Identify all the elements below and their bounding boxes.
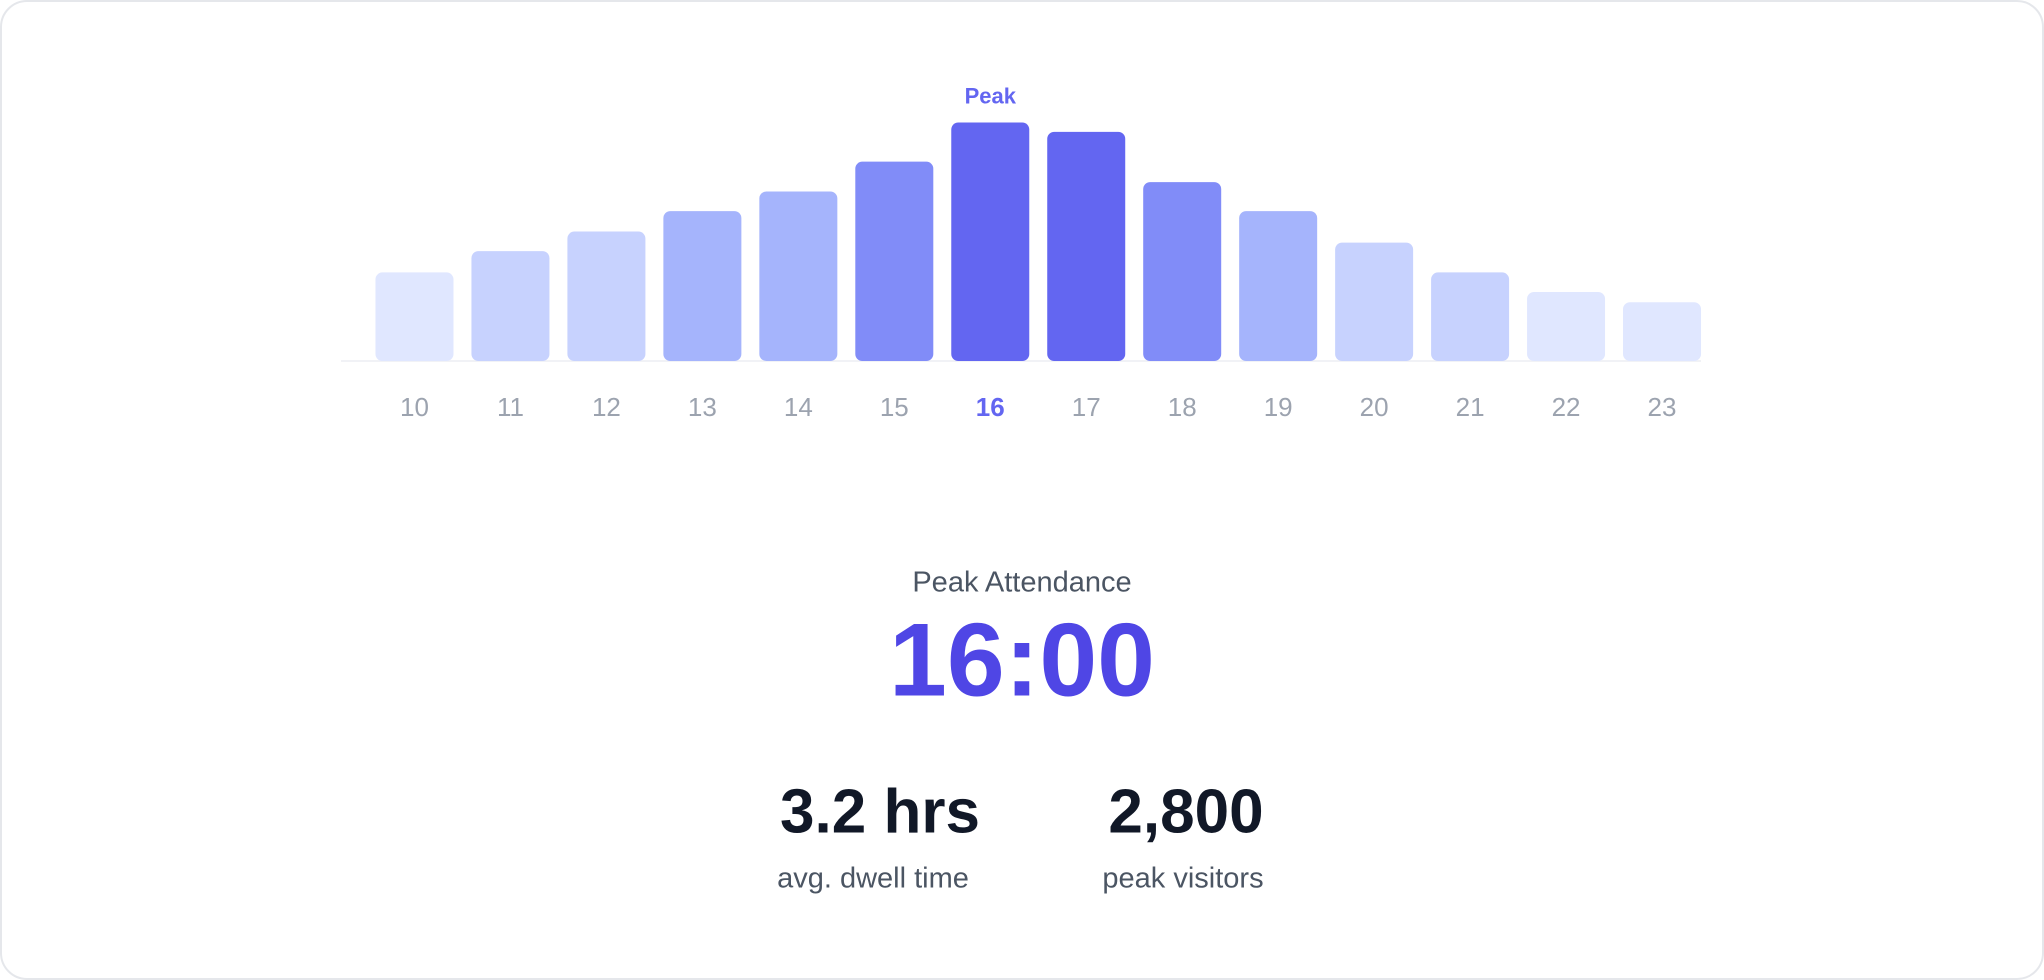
x-tick-label: 15 (880, 392, 909, 422)
bar (1623, 302, 1702, 361)
x-tick-label: 16 (976, 392, 1005, 422)
bar (1431, 272, 1510, 361)
bar (567, 231, 646, 361)
x-tick-label: 13 (688, 392, 717, 422)
x-tick-label: 10 (400, 392, 429, 422)
bar (855, 161, 934, 361)
stat-label: peak visitors (1102, 863, 1263, 895)
stat-label: avg. dwell time (777, 863, 969, 895)
bar (471, 251, 550, 361)
bar (1047, 131, 1126, 361)
bar (375, 272, 454, 361)
x-tick-label: 22 (1552, 392, 1581, 422)
x-tick-label: 20 (1360, 392, 1389, 422)
peak-annotation: Peak (965, 83, 1017, 108)
x-tick-label: 19 (1264, 392, 1293, 422)
bar (1335, 242, 1414, 361)
stat-value: 2,800 (1108, 777, 1263, 846)
bar (1527, 292, 1606, 361)
bar (951, 122, 1030, 361)
x-tick-label: 23 (1648, 392, 1677, 422)
bar (663, 211, 742, 361)
x-tick-label: 14 (784, 392, 813, 422)
x-tick-label: 18 (1168, 392, 1197, 422)
bar (1143, 182, 1222, 361)
bar (1239, 211, 1318, 361)
summary-title: Peak Attendance (912, 567, 1131, 599)
x-tick-label: 21 (1456, 392, 1485, 422)
x-tick-label: 12 (592, 392, 621, 422)
x-tick-label: 17 (1072, 392, 1101, 422)
stat-value: 3.2 hrs (780, 777, 980, 846)
peak-time: 16:00 (889, 602, 1155, 718)
bar (759, 191, 838, 361)
x-tick-label: 11 (497, 392, 524, 422)
